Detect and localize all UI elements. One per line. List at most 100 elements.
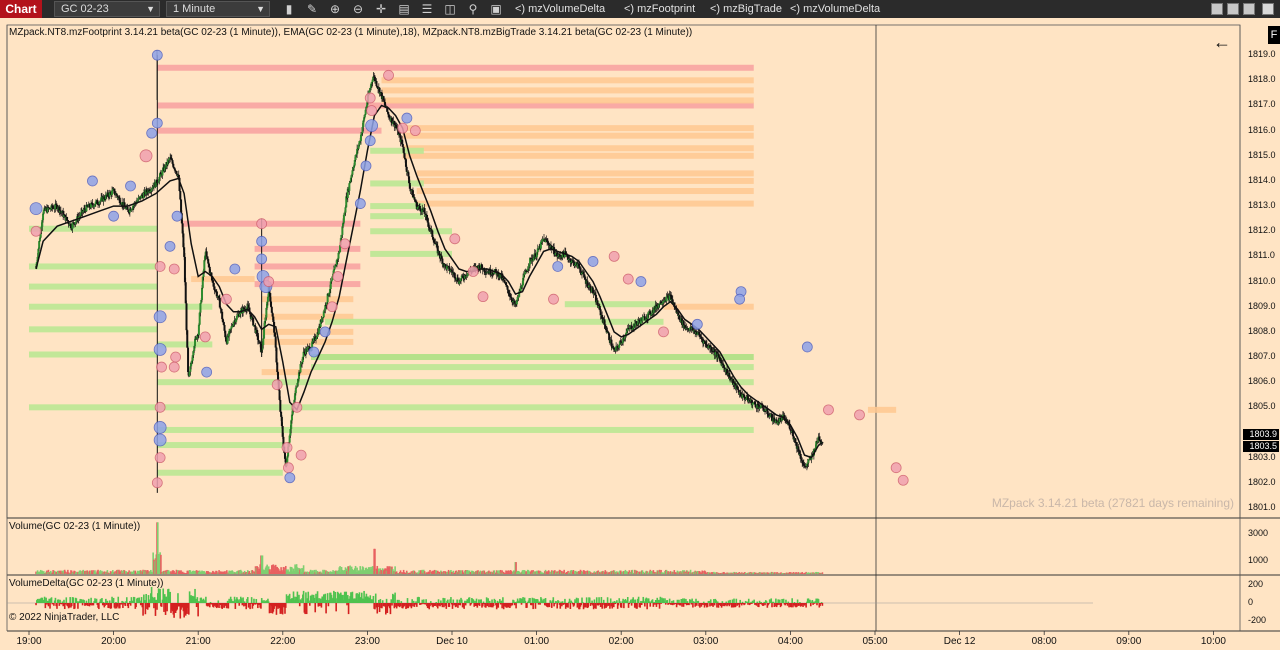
candle-body (501, 273, 504, 280)
delta-bar (406, 598, 409, 603)
candle-body (589, 285, 592, 291)
back-arrow-icon[interactable]: ← (1213, 32, 1231, 52)
candle-body (355, 154, 358, 156)
time-tick-label: 04:00 (777, 636, 803, 647)
chart-canvas[interactable] (0, 18, 1280, 650)
data-box-icon[interactable]: ⚲ (468, 2, 478, 16)
delta-bar (313, 597, 316, 603)
candle-body (359, 140, 362, 142)
volume-bar (86, 570, 89, 574)
buy-bubble (146, 127, 158, 139)
instrument-icon[interactable]: ▣ (490, 2, 502, 16)
delta-bar (544, 598, 547, 603)
price-tick-label: 1809.0 (1248, 300, 1276, 311)
candle-body (78, 216, 81, 218)
indicator-button-volume-delta-2[interactable]: <) mzVolumeDelta (790, 3, 881, 15)
delta-bar (81, 599, 83, 603)
candle-body (341, 226, 344, 235)
minimize-button[interactable] (1211, 3, 1223, 15)
volume-bar (736, 572, 738, 574)
volume-bar (195, 570, 198, 574)
sell-bubble (151, 477, 163, 489)
volume-bar (243, 570, 246, 574)
candle-body (678, 315, 681, 321)
candle-body (349, 181, 352, 184)
delta-bar (335, 603, 337, 612)
pencil-icon[interactable]: ✎ (306, 2, 318, 16)
delta-bar (730, 603, 733, 608)
delta-bar (317, 603, 320, 607)
delta-bar (298, 603, 301, 607)
zoom-in-icon[interactable]: ⊕ (329, 2, 341, 16)
candle-body (259, 341, 262, 344)
indicator-button-footprint[interactable]: <) mzFootprint (624, 3, 696, 15)
restore-button[interactable] (1243, 3, 1255, 15)
draw-icon[interactable]: ◫ (444, 2, 456, 16)
volume-zone (29, 404, 158, 411)
delta-bar (421, 599, 424, 603)
candle-body (799, 453, 802, 459)
candle-body (277, 372, 280, 381)
delta-bar (497, 603, 500, 608)
volume-bar (190, 571, 192, 574)
candle-body (190, 363, 193, 367)
bars-icon[interactable]: ▮ (285, 2, 293, 16)
candle-body (349, 177, 352, 182)
delta-bar (122, 601, 125, 603)
instrument-selector[interactable]: GC 02-23 ▼ (54, 1, 160, 17)
volume-bar (233, 571, 236, 574)
candle-body (416, 206, 419, 210)
crosshair-icon[interactable]: ✛ (375, 2, 387, 16)
time-tick-label: 23:00 (354, 636, 380, 647)
delta-bar (676, 599, 679, 603)
candle-body (408, 182, 411, 189)
delta-bar (784, 603, 786, 606)
volume-bar (608, 571, 610, 574)
maximize-button[interactable] (1227, 3, 1239, 15)
properties-icon[interactable]: ▤ (398, 2, 410, 16)
interval-selector[interactable]: 1 Minute ▼ (166, 1, 270, 17)
candle-body (193, 345, 196, 351)
strategy-icon[interactable]: ☰ (421, 2, 433, 16)
volume-bar (460, 570, 462, 574)
volume-bar (673, 570, 676, 574)
delta-bar (747, 603, 749, 605)
candle-body (245, 310, 248, 312)
candle-body (388, 117, 391, 119)
delta-bar (630, 599, 632, 603)
delta-bar (668, 603, 670, 604)
candle-body (467, 272, 470, 276)
candle-body (629, 326, 632, 329)
volume-bar (636, 570, 638, 574)
candle-body (429, 227, 432, 230)
chart-tab[interactable]: Chart (0, 0, 42, 18)
delta-bar (750, 601, 752, 603)
zoom-out-icon[interactable]: ⊖ (352, 2, 364, 16)
candle-body (118, 197, 121, 204)
candle-body (128, 212, 131, 214)
candle-body (573, 261, 576, 266)
delta-bar (729, 599, 731, 603)
close-button[interactable] (1262, 3, 1274, 15)
candle-body (42, 213, 45, 221)
price-tick-label: 1812.0 (1248, 225, 1276, 236)
time-tick-label: 08:00 (1031, 636, 1057, 647)
candle-body (221, 311, 224, 320)
indicator-button-volume-delta[interactable]: <) mzVolumeDelta (515, 3, 606, 15)
delta-bar (223, 603, 226, 608)
candle-body (456, 277, 459, 282)
candle-body (201, 276, 204, 288)
candle-body (623, 337, 626, 340)
candle-body (52, 207, 55, 209)
candle-body (41, 220, 44, 227)
delta-bar (595, 603, 597, 609)
candle-body (657, 303, 660, 308)
candle-body (426, 217, 429, 223)
candle-body (624, 336, 627, 338)
delta-bar (543, 603, 546, 606)
delta-bar (41, 597, 44, 603)
candle-body (577, 263, 580, 267)
indicator-button-big-trade[interactable]: <) mzBigTrade (710, 3, 783, 15)
candle-body (197, 335, 200, 337)
delta-bar (803, 603, 806, 606)
